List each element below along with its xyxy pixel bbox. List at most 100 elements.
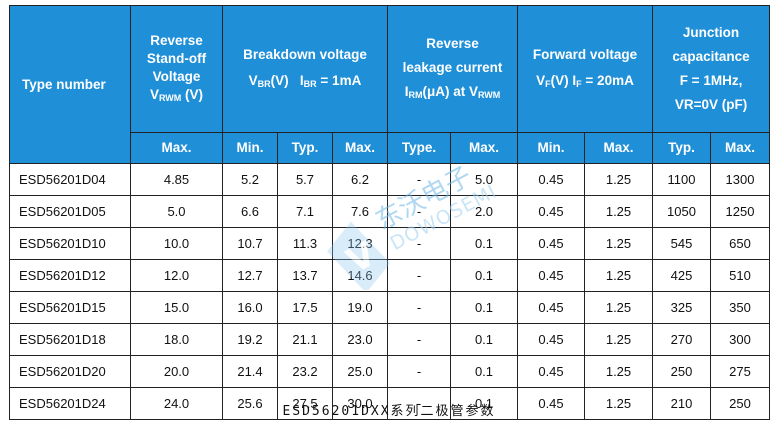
value-cell: 0.45 xyxy=(517,355,585,388)
leakage-line3: IRM(μA) at VRWM xyxy=(404,83,501,100)
table-row: ESD56201D15 15.0 16.0 17.5 19.0-0.1 0.45 1.25 3… xyxy=(9,291,771,324)
value-cell: - xyxy=(387,323,451,356)
value-cell: 350 xyxy=(709,291,771,324)
value-cell: 0.45 xyxy=(517,291,585,324)
type-number-cell: ESD56201D05 xyxy=(9,195,131,228)
value-cell: 19.0 xyxy=(332,291,388,324)
value-cell: - xyxy=(387,355,451,388)
value-cell: 25.0 xyxy=(332,355,388,388)
table-row: ESD56201D20 20.0 21.4 23.2 25.0-0.1 0.45 1.25 2… xyxy=(9,355,771,388)
junction-line1: Junction xyxy=(682,25,740,40)
sub-header-cell: Max. xyxy=(584,132,653,164)
value-cell: 1.25 xyxy=(584,355,653,388)
value-cell: 5.7 xyxy=(277,163,333,196)
value-cell: 0.45 xyxy=(517,163,585,196)
value-cell: 7.6 xyxy=(332,195,388,228)
type-number-cell: ESD56201D15 xyxy=(9,291,131,324)
value-cell: 5.2 xyxy=(222,163,278,196)
value-cell: 12.7 xyxy=(222,259,278,292)
value-cell: 2.0 xyxy=(450,195,518,228)
sub-header-cell: Typ. xyxy=(277,132,333,164)
value-cell: 23.2 xyxy=(277,355,333,388)
value-cell: 24.0 xyxy=(130,387,223,420)
table-row: ESD56201D24 24.0 25.6 27.5 30.0-0.1 0.45 1.25 2… xyxy=(9,387,771,420)
table-body: ESD56201D04 4.85 5.2 5.7 6.2-5.0 0.45 1.25 1100… xyxy=(9,163,771,420)
forward-line2: VF(V) IF = 20mA xyxy=(536,72,634,89)
type-number-cell: ESD56201D04 xyxy=(9,163,131,196)
value-cell: 4.85 xyxy=(130,163,223,196)
value-cell: 10.0 xyxy=(130,227,223,260)
value-cell: 20.0 xyxy=(130,355,223,388)
standoff-line2: Stand-off xyxy=(146,50,207,66)
value-cell: - xyxy=(387,227,451,260)
value-cell: 18.0 xyxy=(130,323,223,356)
value-cell: 270 xyxy=(652,323,711,356)
type-number-cell: ESD56201D18 xyxy=(9,323,131,356)
value-cell: 545 xyxy=(652,227,711,260)
value-cell: - xyxy=(387,259,451,292)
value-cell: 0.45 xyxy=(517,259,585,292)
standoff-line3: Voltage xyxy=(152,68,201,84)
value-cell: 0.45 xyxy=(517,387,585,420)
value-cell: 0.1 xyxy=(450,387,518,420)
table-row: ESD56201D10 10.0 10.7 11.3 12.3-0.1 0.45 1.25 5… xyxy=(9,227,771,260)
value-cell: 210 xyxy=(652,387,711,420)
sub-header-cell: Max. xyxy=(450,132,518,164)
sub-header-cell: Typ. xyxy=(652,132,711,164)
type-number-cell: ESD56201D12 xyxy=(9,259,131,292)
sub-header-cell: Max. xyxy=(709,132,771,164)
value-cell: 6.2 xyxy=(332,163,388,196)
value-cell: 0.1 xyxy=(450,323,518,356)
value-cell: 1100 xyxy=(652,163,711,196)
value-cell: 0.45 xyxy=(517,323,585,356)
value-cell: 17.5 xyxy=(277,291,333,324)
value-cell: 5.0 xyxy=(450,163,518,196)
value-cell: 1250 xyxy=(709,195,771,228)
value-cell: 1.25 xyxy=(584,195,653,228)
header-breakdown-voltage: Breakdown voltage VBR(V) IBR = 1mA xyxy=(222,5,388,133)
value-cell: 510 xyxy=(709,259,771,292)
table-row: ESD56201D05 5.0 6.6 7.1 7.6-2.0 0.45 1.25 1050 1… xyxy=(9,195,771,228)
header-type-number: Type number xyxy=(9,5,131,164)
table-row: ESD56201D12 12.0 12.7 13.7 14.6-0.1 0.45 1.25 4… xyxy=(9,259,771,292)
value-cell: 10.7 xyxy=(222,227,278,260)
header-reverse-leakage: Reverse leakage current IRM(μA) at VRWM xyxy=(387,5,518,133)
value-cell: 16.0 xyxy=(222,291,278,324)
value-cell: 0.45 xyxy=(517,195,585,228)
value-cell: 300 xyxy=(709,323,771,356)
sub-header-cell: Min. xyxy=(517,132,585,164)
value-cell: 12.0 xyxy=(130,259,223,292)
value-cell: 21.1 xyxy=(277,323,333,356)
parameter-table: Type number Reverse Stand-off Voltage VR… xyxy=(9,5,771,420)
value-cell: 275 xyxy=(709,355,771,388)
table-row: ESD56201D04 4.85 5.2 5.7 6.2-5.0 0.45 1.25 1100… xyxy=(9,163,771,196)
value-cell: 1.25 xyxy=(584,323,653,356)
value-cell: 7.1 xyxy=(277,195,333,228)
value-cell: 0.1 xyxy=(450,291,518,324)
leakage-line1: Reverse xyxy=(426,35,479,51)
sub-header-cell: Type. xyxy=(387,132,451,164)
type-number-cell: ESD56201D24 xyxy=(9,387,131,420)
value-cell: 650 xyxy=(709,227,771,260)
value-cell: 1.25 xyxy=(584,259,653,292)
header-standoff-voltage: Reverse Stand-off Voltage VRWM (V) xyxy=(130,5,223,133)
table-caption: ESD56201DXX系列二极管参数 xyxy=(282,404,496,419)
value-cell: 23.0 xyxy=(332,323,388,356)
value-cell: 27.5 xyxy=(277,387,333,420)
value-cell: 1050 xyxy=(652,195,711,228)
junction-line4: VR=0V (pF) xyxy=(674,97,748,112)
value-cell: 0.1 xyxy=(450,355,518,388)
breakdown-line1: Breakdown voltage xyxy=(243,46,367,62)
forward-line1: Forward voltage xyxy=(532,46,638,62)
value-cell: 1300 xyxy=(709,163,771,196)
value-cell: 250 xyxy=(709,387,771,420)
value-cell: 1.25 xyxy=(584,291,653,324)
value-cell: - xyxy=(387,195,451,228)
value-cell: 5.0 xyxy=(130,195,223,228)
sub-header-cell: Min. xyxy=(222,132,278,164)
junction-line2: capacitance xyxy=(672,49,750,64)
leakage-line2: leakage current xyxy=(402,59,503,75)
value-cell: 250 xyxy=(652,355,711,388)
value-cell: 0.1 xyxy=(450,259,518,292)
value-cell: - xyxy=(387,291,451,324)
